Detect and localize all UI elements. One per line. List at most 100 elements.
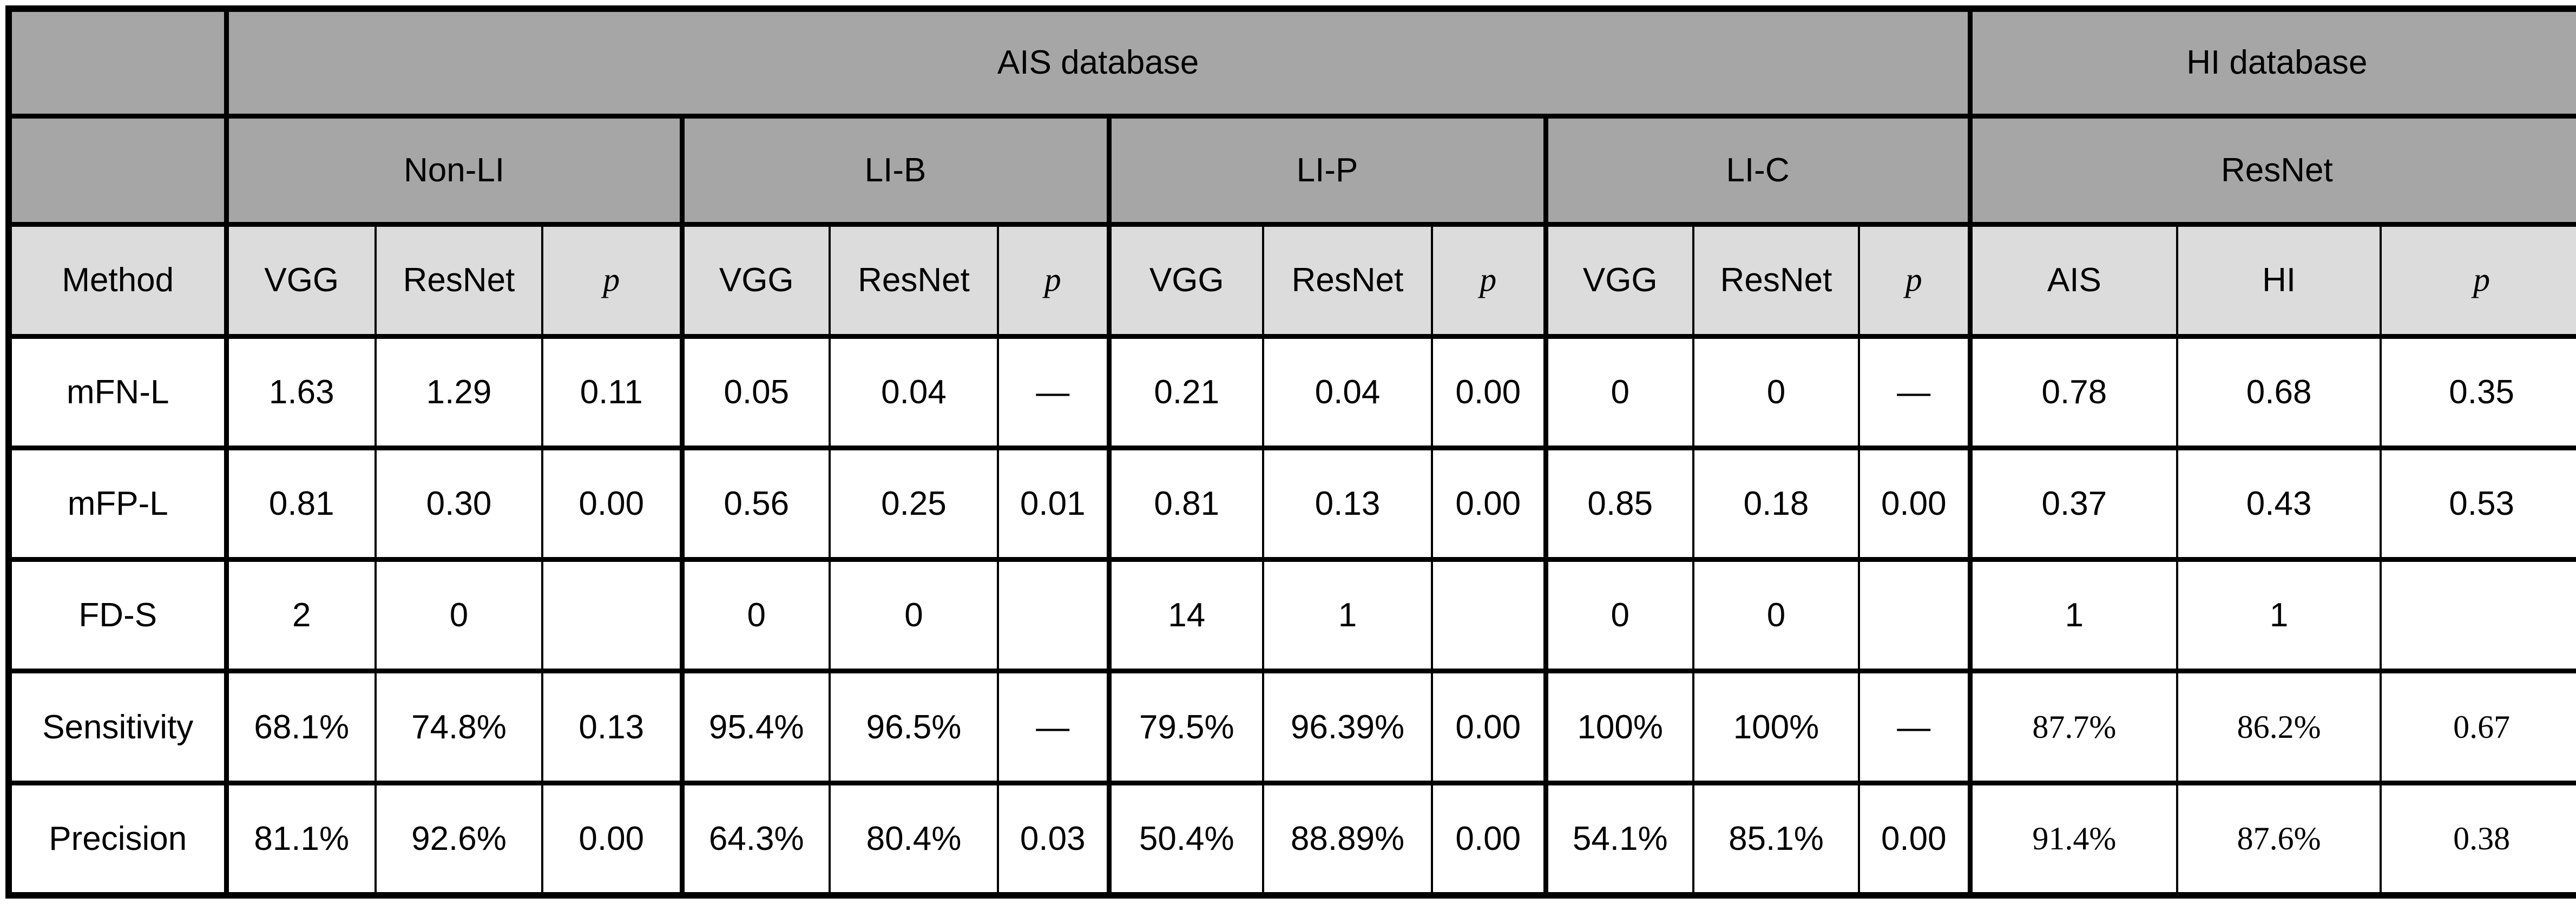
col-header-method: Method <box>8 221 227 339</box>
data-cell: 86.2% <box>2176 669 2382 786</box>
data-cell <box>541 556 683 674</box>
data-cell: 0.00 <box>541 781 683 898</box>
data-cell: 87.6% <box>2176 781 2382 898</box>
data-cell: 0.18 <box>1692 445 1860 562</box>
data-cell: 54.1% <box>1543 781 1694 898</box>
data-cell: 0.53 <box>2380 445 2576 562</box>
data-cell: 64.3% <box>679 781 831 898</box>
data-cell: 79.5% <box>1106 669 1264 786</box>
data-cell: 81.1% <box>224 781 377 898</box>
data-cell: 0 <box>1543 333 1694 450</box>
row-label: mFN-L <box>8 333 227 450</box>
col-header-resnet: ResNet <box>374 221 543 339</box>
data-cell: 0.81 <box>1106 445 1264 562</box>
col-header-p: p <box>1857 221 1972 339</box>
col-header-p: p <box>1431 221 1547 339</box>
data-cell <box>1857 556 1972 674</box>
group-header-lib: LI-B <box>679 113 1110 227</box>
row-label: FD-S <box>8 556 227 674</box>
data-cell: 87.7% <box>1967 669 2179 786</box>
data-cell: 0.37 <box>1967 445 2179 562</box>
data-cell: 96.5% <box>829 669 999 786</box>
data-cell <box>2380 556 2576 674</box>
col-header-resnet: ResNet <box>1692 221 1860 339</box>
group-header-row: Non-LI LI-B LI-P LI-C ResNet <box>8 113 2576 227</box>
data-cell: 0.21 <box>1106 333 1264 450</box>
col-header-resnet: ResNet <box>1262 221 1433 339</box>
data-cell: 0.67 <box>2380 669 2576 786</box>
data-cell: 0.11 <box>541 333 683 450</box>
data-cell: 1 <box>2176 556 2382 674</box>
data-cell: 1 <box>1262 556 1433 674</box>
group-header-lip: LI-P <box>1106 113 1547 227</box>
data-cell: 0 <box>1692 333 1860 450</box>
data-cell: 0.00 <box>1857 781 1972 898</box>
data-cell: 0.81 <box>224 445 377 562</box>
data-cell: 0.00 <box>541 445 683 562</box>
data-cell: 0.04 <box>829 333 999 450</box>
data-cell: 0 <box>679 556 831 674</box>
data-cell: 0.30 <box>374 445 543 562</box>
data-cell: — <box>997 669 1110 786</box>
data-cell: 0.78 <box>1967 333 2179 450</box>
data-cell: — <box>1857 669 1972 786</box>
table-row-fd-s: FD-S 2 0 0 0 14 1 0 0 1 1 <box>8 556 2576 674</box>
col-header-vgg: VGG <box>1543 221 1694 339</box>
col-header-p: p <box>2380 221 2576 339</box>
db-header-hi: HI database <box>1967 6 2576 119</box>
data-cell: 0.85 <box>1543 445 1694 562</box>
data-cell: 0.05 <box>679 333 831 450</box>
data-cell: — <box>997 333 1110 450</box>
data-cell: 95.4% <box>679 669 831 786</box>
data-cell: 100% <box>1543 669 1694 786</box>
col-header-resnet: ResNet <box>829 221 999 339</box>
data-cell: 1 <box>1967 556 2179 674</box>
db-header-ais: AIS database <box>224 6 1972 119</box>
data-cell: 0.00 <box>1431 781 1547 898</box>
data-cell: 68.1% <box>224 669 377 786</box>
data-cell: 0.01 <box>997 445 1110 562</box>
data-cell: 0.56 <box>679 445 831 562</box>
data-cell: 0.13 <box>541 669 683 786</box>
col-header-ais: AIS <box>1967 221 2179 339</box>
data-cell: 0.38 <box>2380 781 2576 898</box>
data-cell: 74.8% <box>374 669 543 786</box>
col-header-p: p <box>541 221 683 339</box>
data-cell: 92.6% <box>374 781 543 898</box>
col-header-vgg: VGG <box>679 221 831 339</box>
table-row-precision: Precision 81.1% 92.6% 0.00 64.3% 80.4% 0… <box>8 781 2576 898</box>
data-cell: 0 <box>1543 556 1694 674</box>
table-row-sensitivity: Sensitivity 68.1% 74.8% 0.13 95.4% 96.5%… <box>8 669 2576 786</box>
data-cell: 85.1% <box>1692 781 1860 898</box>
corner-blank-cell <box>8 6 227 119</box>
data-cell: 1.63 <box>224 333 377 450</box>
data-cell: 0.03 <box>997 781 1110 898</box>
row-label: Precision <box>8 781 227 898</box>
data-cell: 96.39% <box>1262 669 1433 786</box>
col-header-p: p <box>997 221 1110 339</box>
group-blank-cell <box>8 113 227 227</box>
col-header-vgg: VGG <box>224 221 377 339</box>
data-cell: 0.00 <box>1431 333 1547 450</box>
data-cell: 0 <box>1692 556 1860 674</box>
data-cell: 50.4% <box>1106 781 1264 898</box>
row-label: mFP-L <box>8 445 227 562</box>
row-label: Sensitivity <box>8 669 227 786</box>
data-cell: 100% <box>1692 669 1860 786</box>
data-cell <box>1431 556 1547 674</box>
data-cell: 80.4% <box>829 781 999 898</box>
data-cell: 88.89% <box>1262 781 1433 898</box>
data-cell: 0.00 <box>1431 445 1547 562</box>
table-row-mfp-l: mFP-L 0.81 0.30 0.00 0.56 0.25 0.01 0.81… <box>8 445 2576 562</box>
results-table: AIS database HI database Non-LI LI-B LI-… <box>5 5 2576 899</box>
data-cell: 0.68 <box>2176 333 2382 450</box>
data-cell: 0 <box>374 556 543 674</box>
table-row-mfn-l: mFN-L 1.63 1.29 0.11 0.05 0.04 — 0.21 0.… <box>8 333 2576 450</box>
data-cell: 0.00 <box>1857 445 1972 562</box>
group-header-nonli: Non-LI <box>224 113 683 227</box>
data-cell: 2 <box>224 556 377 674</box>
col-header-vgg: VGG <box>1106 221 1264 339</box>
data-cell: 0.00 <box>1431 669 1547 786</box>
data-cell: 0 <box>829 556 999 674</box>
